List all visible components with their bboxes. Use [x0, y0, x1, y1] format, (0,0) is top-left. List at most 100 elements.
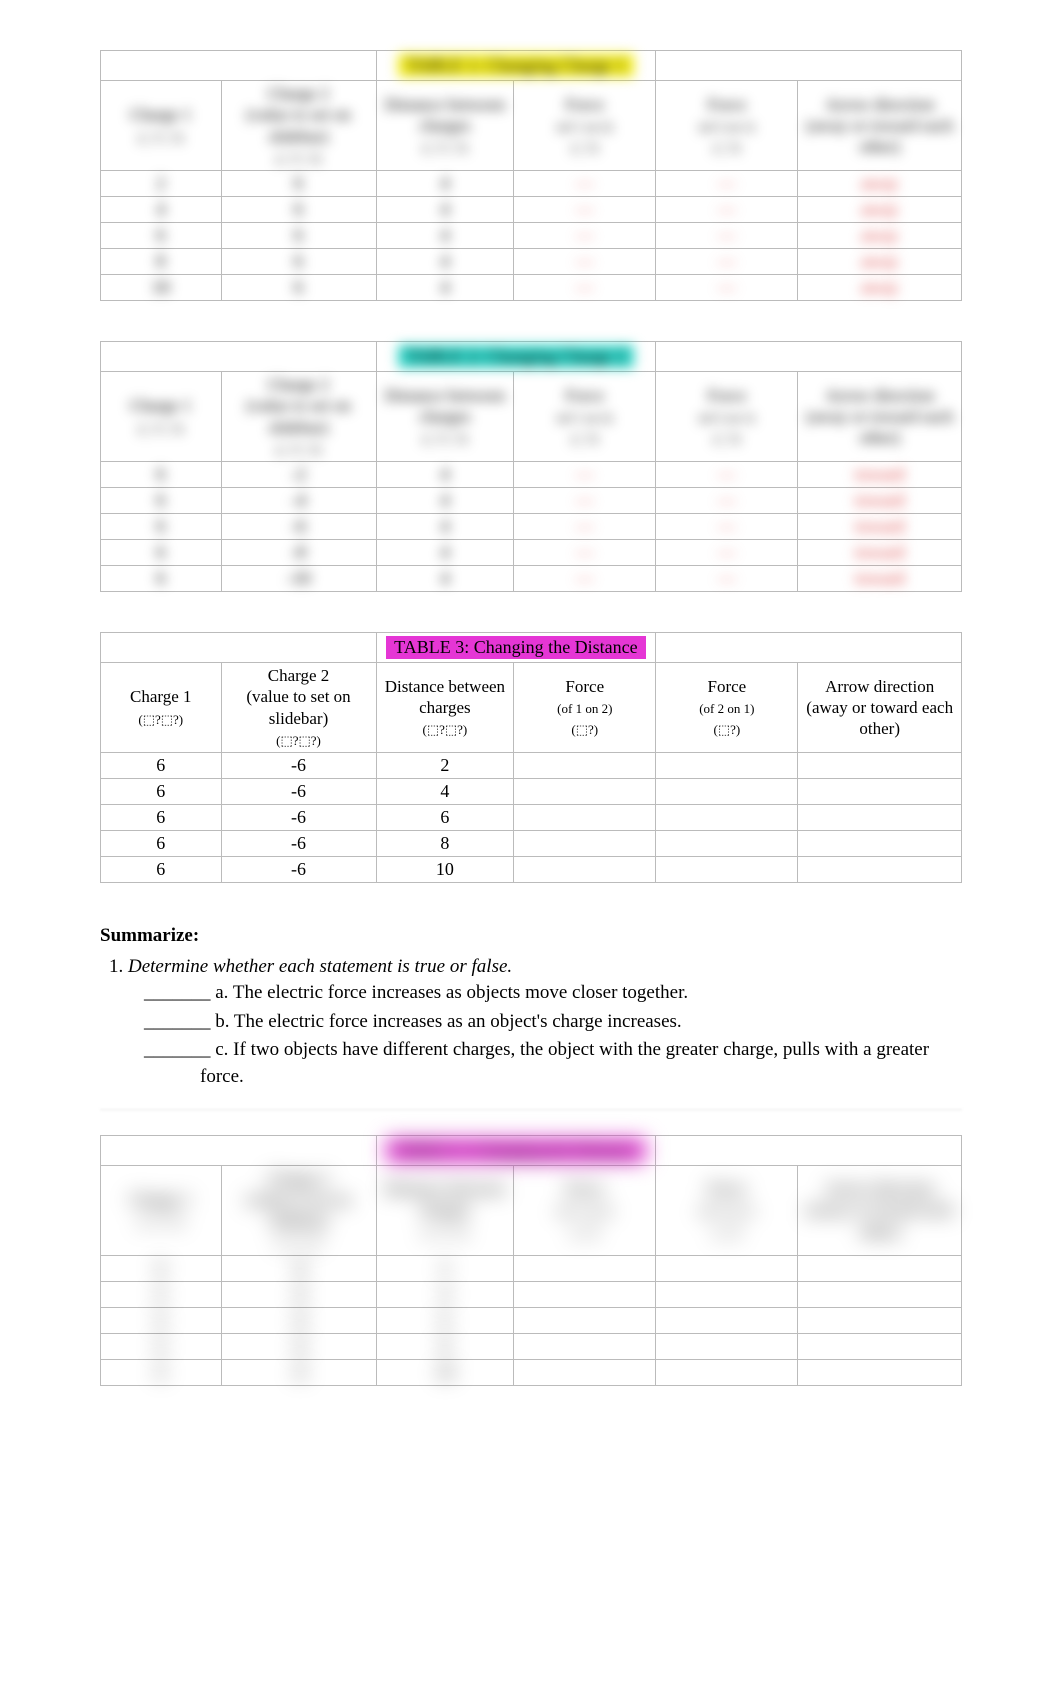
table-cell: 6 [101, 779, 222, 805]
table-cell: -6 [221, 1255, 376, 1281]
table-cell: 10 [376, 1359, 514, 1385]
tables-container: TABLE 1: Changing Charge 1 Charge 1(⬚?⬚?… [100, 50, 962, 883]
table-cell: — [514, 223, 656, 249]
table-cell [514, 1333, 656, 1359]
table-cell [514, 831, 656, 857]
table-cell: 6 [101, 805, 222, 831]
table-cell [798, 857, 962, 883]
data-table: TABLE 3: Changing the Distance Charge 1(… [100, 1135, 962, 1386]
table-cell [798, 1359, 962, 1385]
table-cell: toward [798, 462, 962, 488]
table-cell: away [798, 171, 962, 197]
table4-slot: TABLE 3: Changing the Distance Charge 1(… [100, 1135, 962, 1386]
table-block: TABLE 2: Changing Charge 2 Charge 1(⬚?⬚?… [100, 341, 962, 592]
table-cell: -6 [221, 805, 376, 831]
column-header: Charge 1(⬚?⬚?) [101, 81, 222, 171]
column-header: Force(of 2 on 1)(⬚?) [656, 81, 798, 171]
summarize-subitem: _______ b. The electric force increases … [144, 1009, 962, 1036]
column-header: Arrow direction (away or toward each oth… [798, 81, 962, 171]
summarize-section: Summarize: Determine whether each statem… [100, 923, 962, 1091]
table-cell [514, 753, 656, 779]
table-cell: away [798, 223, 962, 249]
data-table: TABLE 2: Changing Charge 2 Charge 1(⬚?⬚?… [100, 341, 962, 592]
column-header: Charge 1(⬚?⬚?) [101, 1165, 222, 1255]
table-cell [656, 805, 798, 831]
table-cell: 6 [101, 831, 222, 857]
table-cell: 6 [221, 171, 376, 197]
table-cell: away [798, 249, 962, 275]
table-cell: 6 [101, 566, 222, 592]
table-title: TABLE 3: Changing the Distance [386, 636, 646, 659]
table-cell: 2 [101, 171, 222, 197]
table-cell: 4 [376, 197, 514, 223]
column-header: Charge 1(⬚?⬚?) [101, 663, 222, 753]
column-header: Charge 2(value to set on slidebar)(⬚?⬚?) [221, 81, 376, 171]
table-cell: 10 [376, 857, 514, 883]
column-header: Charge 1(⬚?⬚?) [101, 372, 222, 462]
table-cell: 4 [376, 275, 514, 301]
table-block: TABLE 3: Changing the Distance Charge 1(… [100, 1135, 962, 1386]
column-header: Charge 2(value to set on slidebar)(⬚?⬚?) [221, 372, 376, 462]
column-header: Force(of 1 on 2)(⬚?) [514, 1165, 656, 1255]
table-cell: — [656, 171, 798, 197]
table-cell: -6 [221, 514, 376, 540]
table-cell: 6 [101, 1359, 222, 1385]
table-cell: — [656, 275, 798, 301]
table-cell: -6 [221, 753, 376, 779]
table-cell: — [514, 171, 656, 197]
table-cell [798, 1255, 962, 1281]
table-cell: away [798, 275, 962, 301]
table-cell: 4 [376, 779, 514, 805]
column-header: Force(of 1 on 2)(⬚?) [514, 81, 656, 171]
table-cell: 6 [101, 1307, 222, 1333]
table-cell [798, 1281, 962, 1307]
table-cell: -2 [221, 462, 376, 488]
table-cell [514, 1307, 656, 1333]
table-cell: -6 [221, 1333, 376, 1359]
table-cell [656, 1307, 798, 1333]
table-cell: 4 [376, 566, 514, 592]
table-cell [798, 831, 962, 857]
summarize-subitem: _______ a. The electric force increases … [144, 980, 962, 1007]
table-cell: — [656, 197, 798, 223]
column-header: Force(of 2 on 1)(⬚?) [656, 1165, 798, 1255]
column-header: Force(of 2 on 1)(⬚?) [656, 663, 798, 753]
table-cell: — [514, 275, 656, 301]
table-cell [798, 1307, 962, 1333]
table-cell: -6 [221, 1281, 376, 1307]
table-cell: 10 [101, 275, 222, 301]
table-cell: 6 [376, 1307, 514, 1333]
table-cell [656, 1281, 798, 1307]
table-cell: -4 [221, 488, 376, 514]
summarize-heading: Summarize: [100, 923, 962, 950]
column-header: Force(of 1 on 2)(⬚?) [514, 663, 656, 753]
column-header: Force(of 2 on 1)(⬚?) [656, 372, 798, 462]
table-cell: 6 [101, 753, 222, 779]
table-cell: toward [798, 488, 962, 514]
table-cell [514, 779, 656, 805]
table-cell: 4 [376, 514, 514, 540]
table-cell: 6 [221, 197, 376, 223]
table-cell: 6 [221, 275, 376, 301]
table-cell: 6 [101, 857, 222, 883]
table-cell: 6 [221, 249, 376, 275]
table-cell: -8 [221, 540, 376, 566]
table-cell: 4 [376, 249, 514, 275]
table-cell [514, 1281, 656, 1307]
table-cell: — [656, 462, 798, 488]
table-cell [656, 753, 798, 779]
table-cell [798, 753, 962, 779]
table-cell: 4 [376, 462, 514, 488]
summarize-item-1: Determine whether each statement is true… [128, 954, 962, 1091]
table-cell: toward [798, 566, 962, 592]
table-cell [798, 1333, 962, 1359]
table-cell: — [656, 249, 798, 275]
table-cell: 4 [376, 223, 514, 249]
table-cell [656, 1359, 798, 1385]
table-cell [514, 857, 656, 883]
table-cell: 6 [101, 1255, 222, 1281]
table-cell: — [514, 514, 656, 540]
table-cell: — [656, 223, 798, 249]
table-cell [798, 805, 962, 831]
table-cell: — [514, 488, 656, 514]
